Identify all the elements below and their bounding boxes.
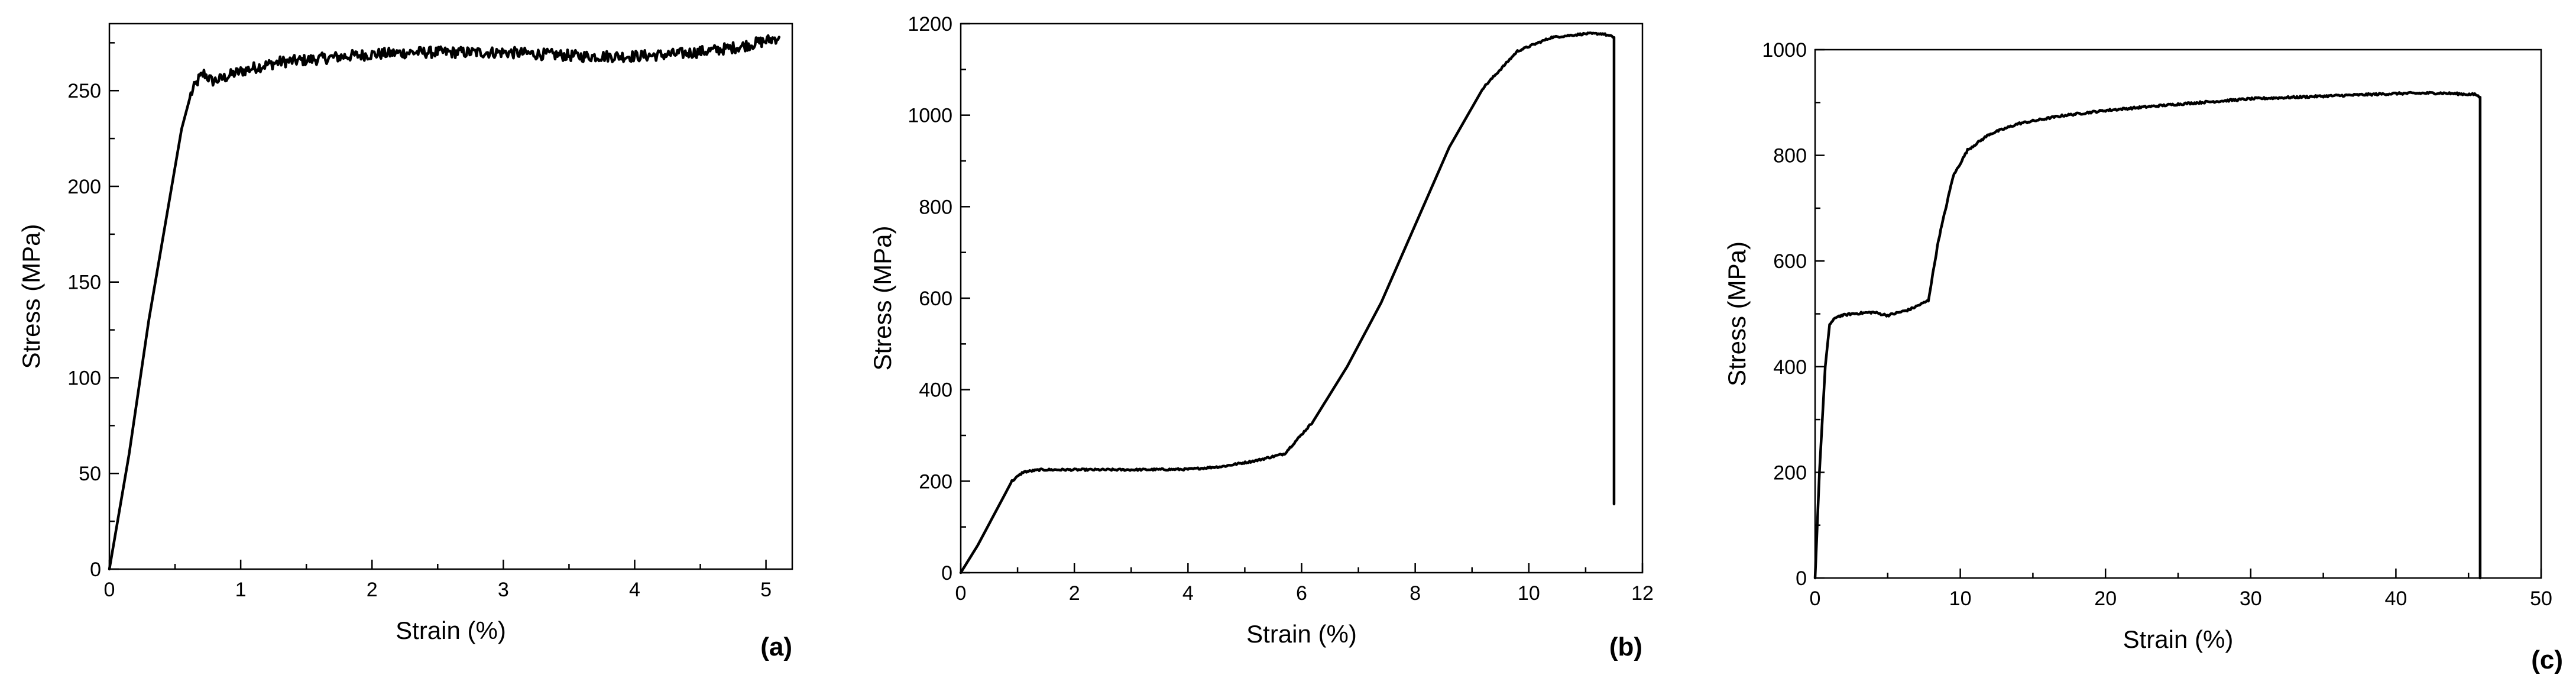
x-axis-label: Strain (%) bbox=[396, 616, 506, 644]
plot-frame bbox=[960, 22, 1644, 574]
x-tick-label: 50 bbox=[2530, 587, 2552, 610]
y-tick-label: 100 bbox=[67, 367, 101, 389]
y-tick-label: 400 bbox=[919, 379, 952, 402]
y-tick-label: 600 bbox=[919, 288, 952, 310]
x-tick-label: 2 bbox=[1069, 582, 1080, 605]
x-tick-label: 5 bbox=[760, 579, 772, 601]
x-tick-label: 30 bbox=[2240, 587, 2262, 610]
y-tick-label: 200 bbox=[919, 470, 952, 493]
y-tick-label: 0 bbox=[90, 558, 101, 581]
panel-label: (b) bbox=[1609, 632, 1642, 661]
plot-frame bbox=[1814, 49, 2542, 579]
x-tick-label: 0 bbox=[1810, 587, 1821, 610]
y-tick-label: 250 bbox=[67, 80, 101, 102]
x-tick-label: 1 bbox=[235, 579, 247, 601]
x-tick-label: 10 bbox=[1518, 582, 1540, 605]
x-axis-label: Strain (%) bbox=[1246, 620, 1357, 648]
panel-label: (c) bbox=[2531, 645, 2563, 674]
stress-strain-curve bbox=[108, 34, 781, 571]
y-tick-label: 1000 bbox=[908, 105, 952, 127]
y-tick-label: 200 bbox=[67, 176, 101, 198]
x-tick-label: 20 bbox=[2094, 587, 2117, 610]
stress-strain-curve bbox=[959, 31, 1616, 574]
panel-label: (a) bbox=[760, 632, 792, 661]
y-tick-label: 600 bbox=[1773, 250, 1807, 273]
y-axis-label: Stress (MPa) bbox=[869, 225, 896, 370]
y-tick-label: 0 bbox=[941, 562, 952, 585]
x-tick-label: 12 bbox=[1631, 582, 1654, 605]
y-tick-label: 800 bbox=[919, 196, 952, 218]
y-tick-label: 1000 bbox=[1762, 39, 1807, 62]
plot-frame bbox=[108, 22, 793, 570]
x-tick-label: 40 bbox=[2384, 587, 2407, 610]
x-tick-label: 3 bbox=[498, 579, 509, 601]
stress-strain-curve bbox=[1813, 91, 2482, 580]
x-tick-label: 4 bbox=[629, 579, 640, 601]
x-axis-label: Strain (%) bbox=[2123, 625, 2234, 653]
x-tick-label: 6 bbox=[1296, 582, 1307, 605]
y-tick-label: 0 bbox=[1796, 567, 1807, 590]
x-tick-label: 4 bbox=[1182, 582, 1194, 605]
y-tick-label: 800 bbox=[1773, 145, 1807, 167]
x-tick-label: 2 bbox=[367, 579, 378, 601]
y-tick-label: 50 bbox=[79, 463, 101, 485]
x-tick-label: 10 bbox=[1949, 587, 1972, 610]
x-tick-label: 8 bbox=[1409, 582, 1421, 605]
y-tick-label: 150 bbox=[67, 272, 101, 294]
y-axis-label: Stress (MPa) bbox=[17, 224, 45, 369]
x-tick-label: 0 bbox=[104, 579, 115, 601]
y-tick-label: 1200 bbox=[908, 13, 952, 35]
y-tick-label: 400 bbox=[1773, 356, 1807, 379]
y-axis-label: Stress (MPa) bbox=[1723, 241, 1751, 386]
y-tick-label: 200 bbox=[1773, 461, 1807, 484]
chart-panel-b: 0 2 4 6 8 10 12 0 200 400 600 800 1000 1200 Strain (%)… bbox=[869, 13, 1654, 661]
x-tick-label: 0 bbox=[955, 582, 967, 605]
chart-panel-c: 0 10 20 30 40 50 0 200 400 600 800 1000 Strain (%) St… bbox=[1723, 39, 2563, 674]
